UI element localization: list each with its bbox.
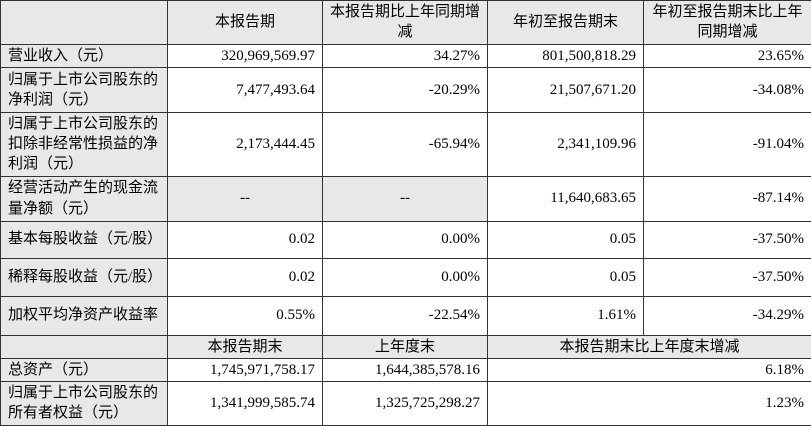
cell-value: 21,507,671.20 — [488, 67, 644, 112]
table-header-row-period-end: 本报告期末 上年度末 本报告期末比上年度末增减 — [1, 335, 811, 358]
row-label: 归属于上市公司股东的净利润（元） — [1, 67, 168, 112]
table-row-diluted-eps: 稀释每股收益（元/股） 0.02 0.00% 0.05 -37.50% — [1, 258, 811, 296]
column-header-period-end-change: 本报告期末比上年度末增减 — [488, 335, 811, 358]
cell-value: 0.00% — [323, 221, 488, 258]
row-label: 归属于上市公司股东的扣除非经常性损益的净利润（元） — [1, 112, 168, 176]
row-label: 营业收入（元） — [1, 44, 168, 67]
column-header-current-period-yoy-change: 本报告期比上年同期增减 — [323, 1, 488, 45]
row-label: 归属于上市公司股东的所有者权益（元） — [1, 382, 168, 426]
column-header-year-to-date: 年初至报告期末 — [488, 1, 644, 45]
table-row-basic-eps: 基本每股收益（元/股） 0.02 0.00% 0.05 -37.50% — [1, 221, 811, 258]
cell-value: -- — [168, 176, 323, 221]
header-corner-cell — [1, 1, 168, 45]
table-row-net-profit: 归属于上市公司股东的净利润（元） 7,477,493.64 -20.29% 21… — [1, 67, 811, 112]
cell-value: 34.27% — [323, 44, 488, 67]
row-label: 总资产（元） — [1, 358, 168, 381]
cell-value: 1,341,999,585.74 — [168, 382, 323, 426]
cell-value: 1.61% — [488, 296, 644, 335]
row-label: 稀释每股收益（元/股） — [1, 258, 168, 296]
column-header-end-of-last-year: 上年度末 — [323, 335, 488, 358]
table-row-total-assets: 总资产（元） 1,745,971,758.17 1,644,385,578.16… — [1, 358, 811, 381]
table-row-operating-cash-flow: 经营活动产生的现金流量净额（元） -- -- 11,640,683.65 -87… — [1, 176, 811, 221]
row-label: 基本每股收益（元/股） — [1, 221, 168, 258]
cell-value: 320,969,569.97 — [168, 44, 323, 67]
cell-value: -91.04% — [644, 112, 811, 176]
row-label: 经营活动产生的现金流量净额（元） — [1, 176, 168, 221]
cell-value: 0.00% — [323, 258, 488, 296]
cell-value: 1,644,385,578.16 — [323, 358, 488, 381]
cell-value: -37.50% — [644, 258, 811, 296]
cell-value: 0.55% — [168, 296, 323, 335]
cell-value: -87.14% — [644, 176, 811, 221]
table-row-weighted-avg-roe: 加权平均净资产收益率 0.55% -22.54% 1.61% -34.29% — [1, 296, 811, 335]
cell-value: 11,640,683.65 — [488, 176, 644, 221]
cell-value: 0.02 — [168, 258, 323, 296]
cell-value: 7,477,493.64 — [168, 67, 323, 112]
row-label: 加权平均净资产收益率 — [1, 296, 168, 335]
cell-value: -34.08% — [644, 67, 811, 112]
cell-value: 2,173,444.45 — [168, 112, 323, 176]
cell-value: 0.05 — [488, 221, 644, 258]
column-header-current-period: 本报告期 — [168, 1, 323, 45]
cell-value: 1,745,971,758.17 — [168, 358, 323, 381]
cell-value: -37.50% — [644, 221, 811, 258]
cell-value: 0.05 — [488, 258, 644, 296]
cell-value: 6.18% — [488, 358, 811, 381]
cell-value: 801,500,818.29 — [488, 44, 644, 67]
cell-value: -65.94% — [323, 112, 488, 176]
table-row-net-profit-excl-nonrecurring: 归属于上市公司股东的扣除非经常性损益的净利润（元） 2,173,444.45 -… — [1, 112, 811, 176]
cell-value: -- — [323, 176, 488, 221]
column-header-year-to-date-yoy-change: 年初至报告期末比上年同期增减 — [644, 1, 811, 45]
cell-value: 0.02 — [168, 221, 323, 258]
column-header-end-of-period: 本报告期末 — [168, 335, 323, 358]
header-corner-cell — [1, 335, 168, 358]
cell-value: 1,325,725,298.27 — [323, 382, 488, 426]
cell-value: 2,341,109.96 — [488, 112, 644, 176]
cell-value: 1.23% — [488, 382, 811, 426]
cell-value: -34.29% — [644, 296, 811, 335]
cell-value: 23.65% — [644, 44, 811, 67]
cell-value: -20.29% — [323, 67, 488, 112]
table-row-revenue: 营业收入（元） 320,969,569.97 34.27% 801,500,81… — [1, 44, 811, 67]
table-header-row-period: 本报告期 本报告期比上年同期增减 年初至报告期末 年初至报告期末比上年同期增减 — [1, 1, 811, 45]
cell-value: -22.54% — [323, 296, 488, 335]
table-row-owners-equity: 归属于上市公司股东的所有者权益（元） 1,341,999,585.74 1,32… — [1, 382, 811, 426]
